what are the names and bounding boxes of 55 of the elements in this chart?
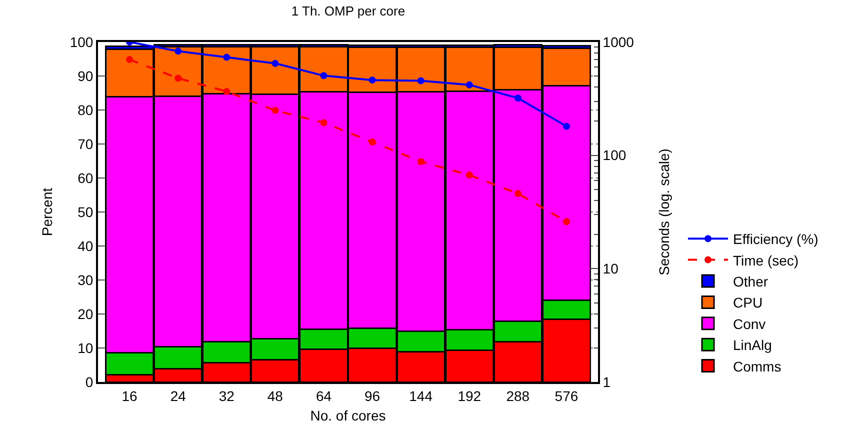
y-tick-label: 60: [78, 170, 94, 186]
point: [320, 119, 328, 126]
point: [466, 81, 473, 88]
point: [368, 76, 376, 84]
legend-label: Comms: [733, 358, 782, 374]
x-tick-label: 288: [506, 388, 530, 404]
point: [417, 158, 424, 166]
x-tick-label: 576: [554, 388, 578, 404]
x-tick-label: 32: [218, 388, 235, 404]
y-tick-label: 10: [78, 340, 94, 356]
point: [514, 190, 522, 198]
x-tick-label: 96: [364, 388, 380, 404]
point: [320, 72, 328, 80]
y-tick-label: 50: [78, 204, 94, 220]
point: [368, 138, 376, 146]
point: [223, 54, 230, 61]
point: [562, 218, 570, 226]
y-tick-label: 0: [85, 374, 94, 390]
legend-label: LinAlg: [733, 337, 772, 354]
x-tick-label: 192: [458, 388, 482, 404]
x-tick-label: 48: [267, 388, 284, 404]
legend-label: Conv: [733, 316, 766, 332]
point: [417, 77, 424, 84]
y2-tick-label: 1000: [602, 34, 634, 50]
y-tick-label: 80: [78, 102, 94, 118]
y-tick-label: 70: [78, 136, 94, 152]
legend-label: Efficiency (%): [733, 231, 818, 248]
y-tick-label: 30: [78, 272, 94, 288]
y-tick-label: 20: [78, 306, 94, 322]
y2-tick-label: 10: [602, 260, 619, 277]
x-tick-label: 64: [316, 388, 332, 404]
x-tick-label: 144: [409, 388, 433, 404]
y-tick-label: 90: [78, 68, 94, 84]
chart-title: 1 Th. OMP per core: [291, 4, 406, 19]
legend-label: Other: [733, 273, 768, 290]
point: [466, 172, 473, 179]
x-tick-label: 24: [170, 388, 186, 404]
y2-tick-label: 100: [602, 147, 626, 164]
point: [126, 56, 134, 64]
y-tick-label: 40: [78, 238, 94, 254]
x-axis-title: No. of cores: [310, 408, 386, 424]
point: [514, 94, 522, 102]
y-tick-label: 100: [70, 34, 94, 50]
legend-label: CPU: [733, 294, 763, 311]
legend-label: Time (sec): [733, 252, 799, 268]
point: [174, 74, 182, 82]
point: [272, 60, 279, 67]
point: [272, 106, 279, 114]
point: [562, 122, 570, 130]
y2-axis-title: Seconds (log. scale): [656, 148, 672, 276]
x-tick-label: 16: [122, 388, 138, 404]
y2-tick-label: 1: [602, 374, 611, 390]
y-axis-title: Percent: [38, 188, 55, 236]
point: [174, 48, 182, 55]
point: [223, 88, 230, 95]
